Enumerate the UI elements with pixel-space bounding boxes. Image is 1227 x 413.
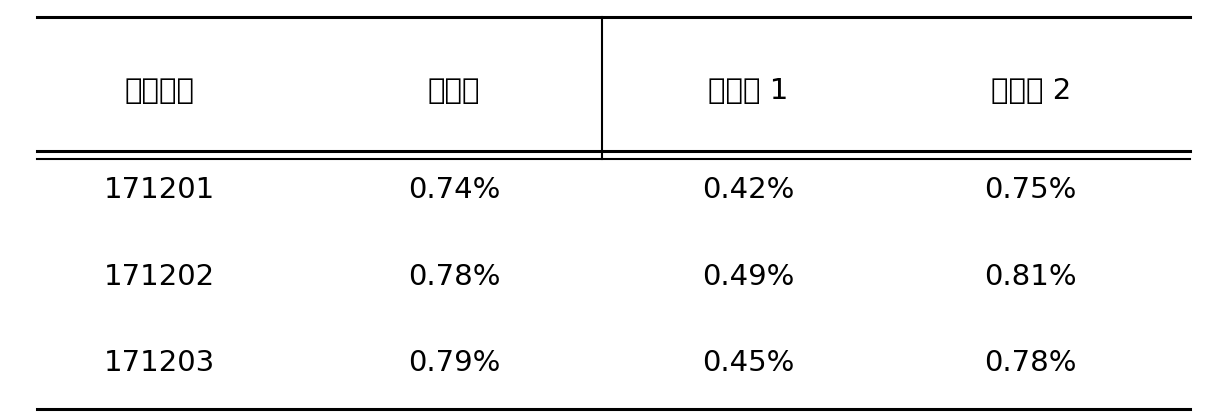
Text: 0.81%: 0.81% [984, 263, 1077, 291]
Text: 171203: 171203 [104, 349, 215, 377]
Text: 0.45%: 0.45% [702, 349, 795, 377]
Text: 171202: 171202 [104, 263, 215, 291]
Text: 0.75%: 0.75% [984, 176, 1077, 204]
Text: 0.74%: 0.74% [407, 176, 501, 204]
Text: 对照组 2: 对照组 2 [990, 77, 1071, 105]
Text: 0.78%: 0.78% [407, 263, 501, 291]
Text: 171201: 171201 [104, 176, 215, 204]
Text: 0.79%: 0.79% [407, 349, 501, 377]
Text: 0.78%: 0.78% [984, 349, 1077, 377]
Text: 0.49%: 0.49% [702, 263, 795, 291]
Text: 实验组: 实验组 [428, 77, 480, 105]
Text: 药材批号: 药材批号 [124, 77, 195, 105]
Text: 0.42%: 0.42% [702, 176, 795, 204]
Text: 对照组 1: 对照组 1 [708, 77, 789, 105]
